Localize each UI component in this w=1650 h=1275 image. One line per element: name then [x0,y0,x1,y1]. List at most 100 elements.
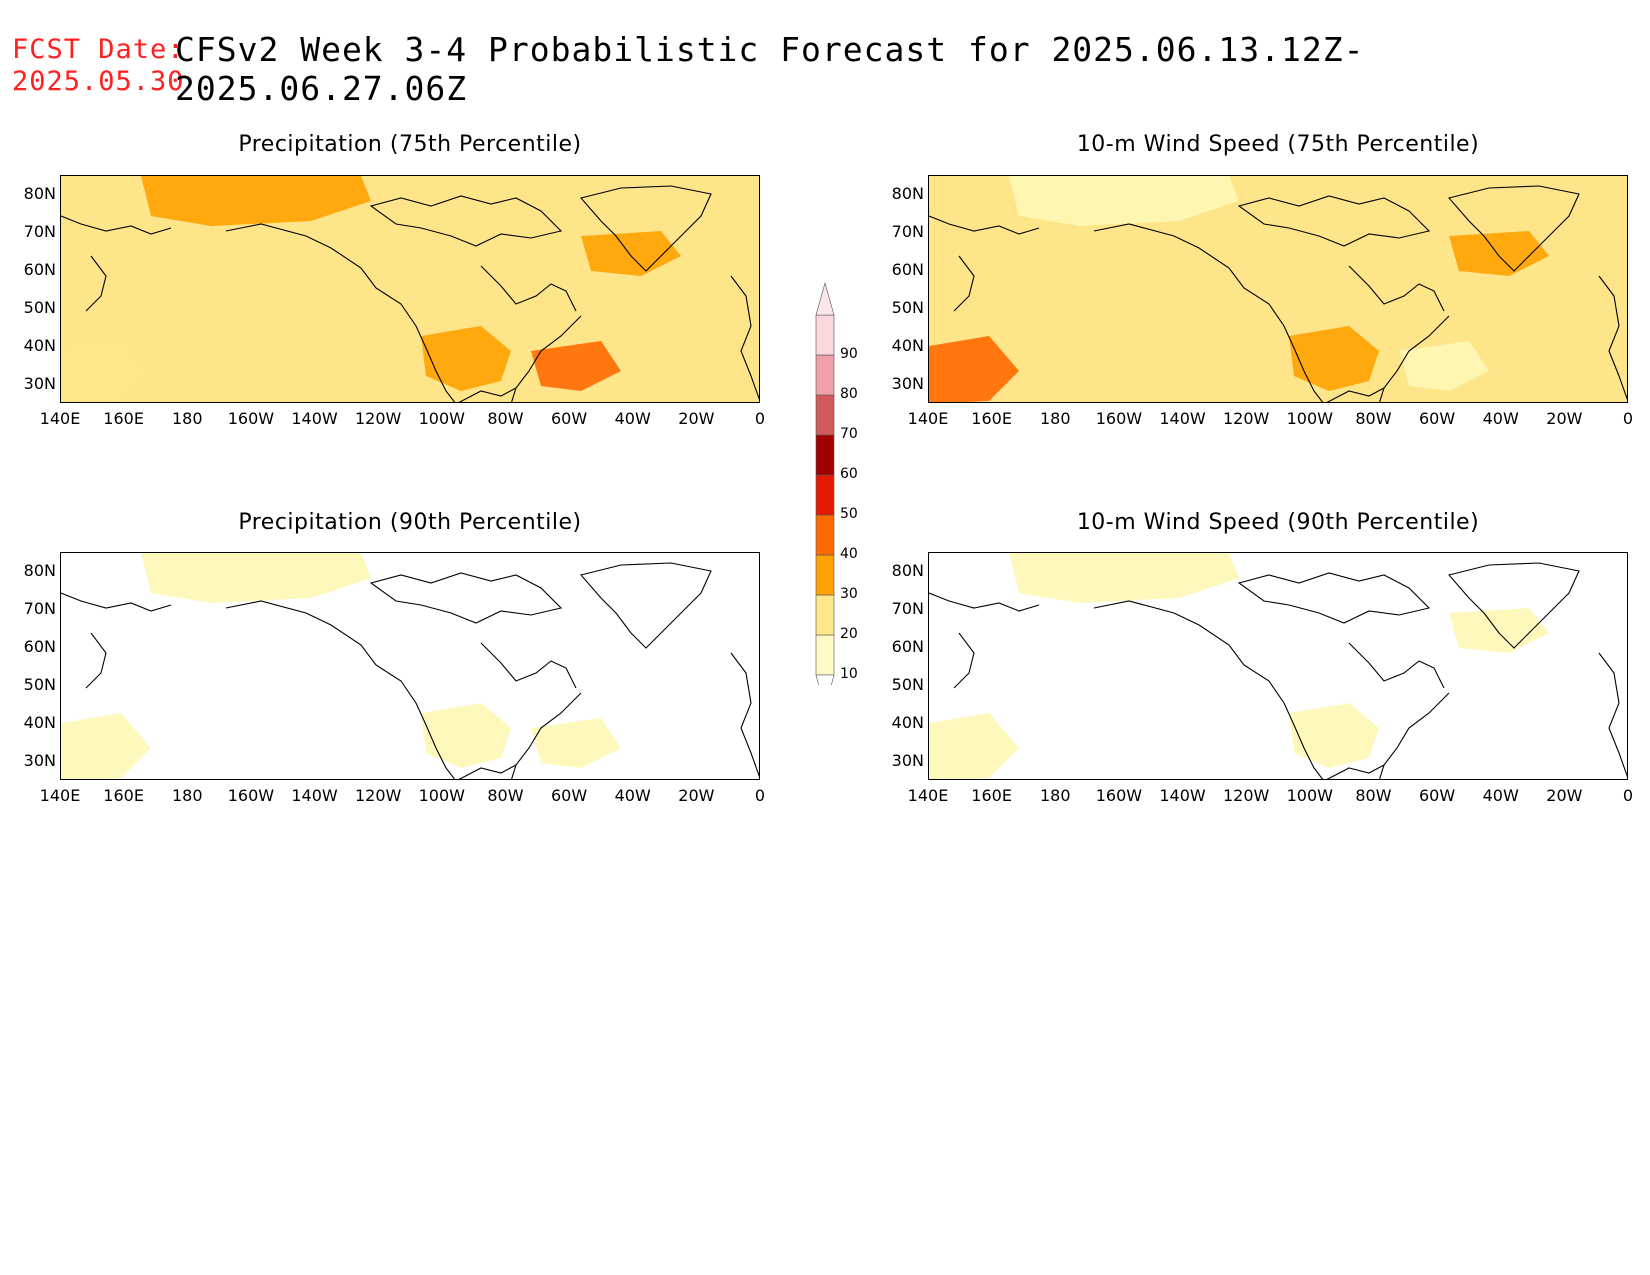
lat-label: 80N [23,561,56,580]
panel-title: 10-m Wind Speed (75th Percentile) [1076,132,1480,157]
coastline [458,764,517,779]
coastline [1447,185,1580,272]
map-svg [61,176,759,402]
colorbar-label: 50 [840,506,858,522]
panel-title: 10-m Wind Speed (90th Percentile) [1076,510,1480,535]
lon-label: 160W [1095,786,1143,805]
coastline [953,632,975,689]
coastline [1093,223,1324,402]
colorbar-label: 80 [840,386,858,402]
colorbar-segment [815,474,835,516]
colorbar-label: 60 [840,466,858,482]
colorbar-segment [815,434,835,476]
colorbar-label: 70 [840,426,858,442]
coastline [1379,315,1450,402]
main-title: CFSv2 Week 3-4 Probabilistic Forecast fo… [175,30,1365,108]
lon-label: 160W [227,409,275,428]
coastline [1598,652,1627,778]
lon-label: 20W [678,786,715,805]
coastline [730,275,759,401]
coastline [480,265,577,312]
lon-label: 80W [1355,409,1392,428]
lat-label: 30N [23,751,56,770]
lat-label: 80N [23,184,56,203]
lon-label: 0 [1622,409,1634,428]
probability-region [1009,553,1239,603]
lat-label: 40N [891,713,924,732]
colorbar-label: 20 [840,626,858,642]
lon-label: 140E [39,786,81,805]
coastline [369,195,563,247]
lon-label: 180 [1039,786,1071,805]
colorbar-label: 90 [840,346,858,362]
lon-label: 140W [291,786,338,805]
lat-label: 50N [891,298,924,317]
lon-label: 160E [103,786,144,805]
coastline [511,692,582,779]
probability-region [1289,326,1379,391]
coastline [1326,387,1385,402]
probability-region [1399,341,1489,391]
coastline [225,600,456,779]
lon-label: 120W [354,409,402,428]
colorbar-segment [815,394,835,436]
coastline [1348,642,1445,689]
coastline [1379,692,1450,779]
probability-region [421,703,511,768]
probability-region [1009,176,1239,226]
lon-label: 40W [1482,409,1519,428]
lon-label: 20W [678,409,715,428]
fcst-date-value: 2025.05.30 [12,66,185,97]
colorbar-segment [815,314,835,356]
coastline [85,255,107,312]
probability-region [929,713,1019,779]
lon-label: 180 [171,786,203,805]
lon-label: 80W [1355,786,1392,805]
lon-label: 160E [971,409,1012,428]
lon-label: 40W [1482,786,1519,805]
lon-label: 180 [171,409,203,428]
coastline [929,592,1040,612]
lon-label: 40W [614,409,651,428]
lon-label: 60W [550,786,588,805]
lon-label: 100W [1286,786,1333,805]
coastline [1326,764,1385,779]
lat-label: 60N [891,637,924,656]
lat-label: 40N [23,336,56,355]
probability-region [1399,718,1489,768]
probability-region [141,553,371,603]
lon-label: 80W [487,786,524,805]
panel-title: Precipitation (90th Percentile) [238,510,582,535]
lon-label: 100W [418,409,465,428]
probability-region [1449,608,1549,653]
probability-region [1449,231,1549,276]
lat-label: 60N [23,260,56,279]
lon-label: 20W [1546,786,1583,805]
map-panel [60,552,760,780]
lon-label: 0 [754,786,766,805]
coastline [480,642,577,689]
lon-label: 60W [550,409,588,428]
coastline [1598,275,1627,401]
coastline [730,652,759,778]
lon-label: 120W [1222,786,1270,805]
lon-label: 0 [1622,786,1634,805]
lat-label: 30N [891,751,924,770]
lat-label: 50N [23,298,56,317]
lat-label: 60N [23,637,56,656]
lon-label: 80W [487,409,524,428]
colorbar-svg: 10 20 30 40 50 60 70 80 90 [815,281,858,711]
lon-label: 60W [1418,786,1456,805]
coastline [458,387,517,402]
probability-region [531,718,621,768]
probability-region [1289,703,1379,768]
coastline [61,215,172,235]
lat-label: 80N [891,184,924,203]
colorbar-segment [815,634,835,676]
map-panel [928,552,1628,780]
colorbar-segment [815,354,835,396]
probability-region [61,713,151,779]
lon-label: 100W [418,786,465,805]
probability-region [531,341,621,391]
colorbar-top-arrow [815,281,835,316]
